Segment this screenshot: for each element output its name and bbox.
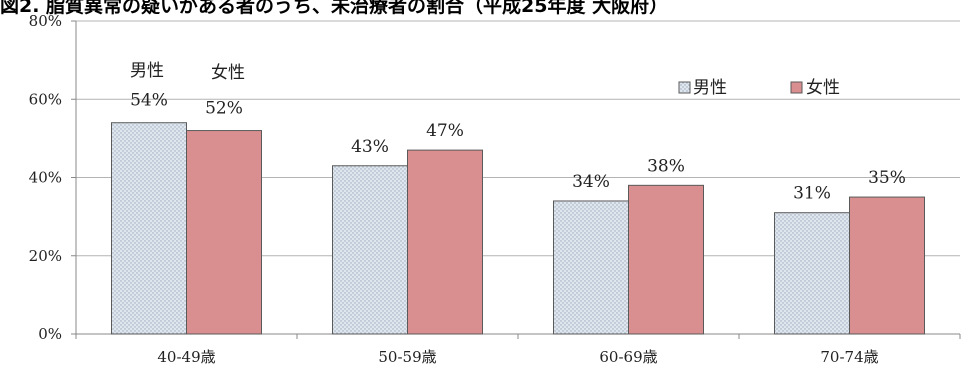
data-label-female: 35% <box>868 168 906 188</box>
legend-swatch-male <box>678 81 691 94</box>
y-tick-label: 0% <box>38 325 62 343</box>
y-tick-label: 80% <box>29 12 62 30</box>
y-tick-label: 40% <box>29 169 62 187</box>
chart-title: 図2. 脂質異常の疑いがある者のうち、未治療者の割合（平成25年度 大阪府） <box>0 0 668 17</box>
x-category-label: 60-69歳 <box>599 348 657 366</box>
x-axis: 40-49歳 50-59歳 60-69歳 70-74歳 <box>75 333 961 366</box>
data-label-female: 38% <box>647 156 685 176</box>
data-label-male: 31% <box>793 184 831 204</box>
y-axis: 0% 20% 40% 60% 80% <box>29 12 77 343</box>
legend-label-female: 女性 <box>806 78 840 98</box>
bar-male <box>332 165 408 335</box>
bar-female <box>849 196 925 335</box>
y-tick-label: 60% <box>29 90 62 108</box>
legend-swatch-female <box>790 81 803 94</box>
legend: 男性 女性 <box>678 78 840 98</box>
y-tick-label: 20% <box>29 247 62 265</box>
x-category-label: 40-49歳 <box>157 348 215 366</box>
x-category-label: 70-74歳 <box>820 348 878 366</box>
bar-male <box>553 200 629 335</box>
bar-male <box>111 122 187 335</box>
series-tag-male: 男性 <box>130 61 164 81</box>
bar-female <box>628 184 704 335</box>
data-label-male: 54% <box>130 91 168 111</box>
data-label-female: 47% <box>426 121 464 141</box>
x-category-label: 50-59歳 <box>378 348 436 366</box>
bar-female <box>186 130 262 335</box>
legend-label-male: 男性 <box>693 78 727 98</box>
data-label-male: 34% <box>572 172 610 192</box>
data-label-male: 43% <box>351 137 389 157</box>
data-label-female: 52% <box>205 99 243 119</box>
bars <box>111 122 925 335</box>
bar-male <box>774 212 850 335</box>
data-labels: 54% 52% 43% 47% 34% 38% 31% 35% <box>130 91 906 204</box>
series-tag-female: 女性 <box>211 63 245 83</box>
bar-female <box>407 149 483 335</box>
series-tags: 男性 女性 <box>130 61 245 83</box>
